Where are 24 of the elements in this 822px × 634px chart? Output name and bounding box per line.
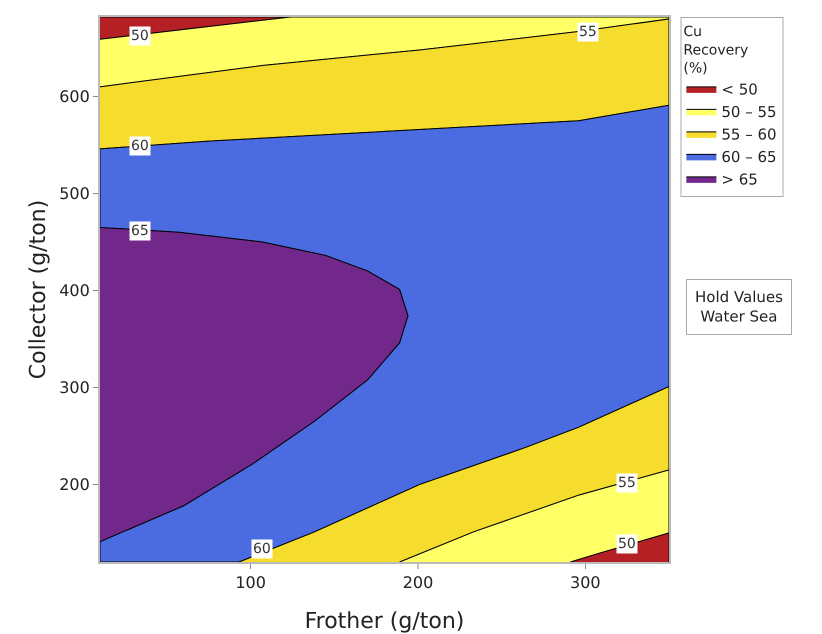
annotation: 55	[579, 24, 597, 40]
x-tick-label: 100	[235, 573, 266, 592]
annotation: 60	[253, 541, 271, 557]
annotation: 50	[618, 536, 636, 552]
annotation: 55	[618, 475, 636, 491]
legend-label: 55 – 60	[721, 126, 777, 144]
legend-title: Cu Recovery (%)	[683, 24, 748, 77]
annotation: 50	[131, 28, 149, 44]
annotation: 60	[131, 138, 149, 154]
annotation: 65	[131, 223, 149, 239]
y-tick-label: 200	[59, 475, 90, 494]
legend-label: > 65	[721, 170, 758, 189]
x-axis-title: Frother (g/ton)	[304, 609, 464, 634]
legend-label: 50 – 55	[721, 103, 777, 122]
legend-label: 60 – 65	[721, 148, 777, 166]
y-axis-title: Collector (g/ton)	[26, 200, 51, 380]
x-tick-label: 300	[570, 573, 601, 592]
y-tick-label: 300	[59, 378, 90, 398]
text: Hold Values Water Sea	[695, 288, 784, 326]
y-tick-label: 500	[59, 184, 90, 204]
y-tick-label: 400	[59, 281, 90, 300]
x-tick-label: 200	[402, 573, 434, 592]
legend-label: < 50	[721, 80, 758, 99]
y-tick-label: 600	[59, 87, 90, 106]
